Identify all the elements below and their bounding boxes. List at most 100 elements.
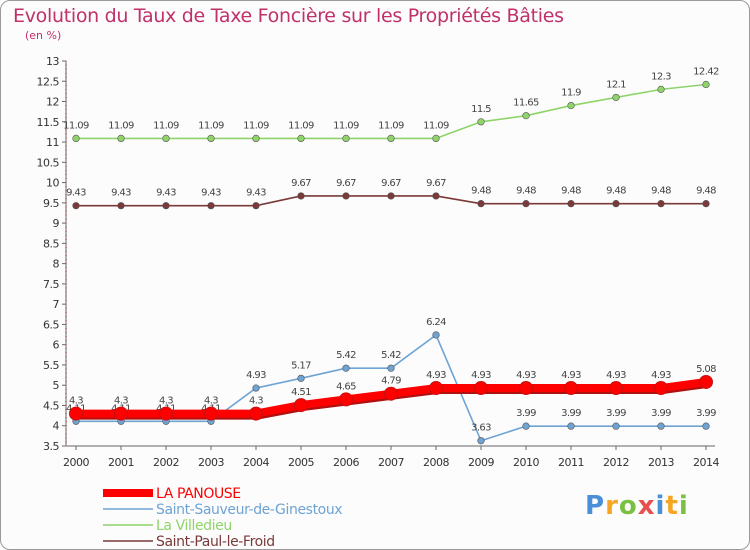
data-label: 11.9 [561, 88, 581, 99]
y-tick-label: 6.5 [43, 318, 59, 331]
data-point [429, 381, 443, 396]
y-tick-label: 9 [53, 217, 60, 230]
data-point [252, 384, 260, 392]
data-label: 12.1 [606, 79, 626, 90]
data-point [207, 202, 215, 210]
data-label: 4.93 [426, 370, 446, 381]
data-label: 11.09 [288, 120, 314, 131]
y-tick-label: 13 [46, 55, 59, 68]
legend-label: Saint-Sauveur-de-Ginestoux [156, 502, 342, 518]
logo-letter: t [665, 491, 679, 521]
x-axis-ticks: 2000 2001 2002 2003 2004 2005 2006 2007 2008 2009… [63, 446, 720, 469]
y-tick-label: 10 [46, 177, 59, 190]
data-point [567, 422, 575, 430]
data-label: 11.09 [333, 120, 359, 131]
data-point [654, 381, 668, 396]
data-point [159, 406, 173, 421]
y-axis-unit: (en %) [25, 29, 62, 42]
y-tick-label: 12 [46, 96, 59, 109]
data-point [117, 134, 125, 143]
series-saint-paul-le-froid: 9.43 9.43 9.43 9.43 9.43 9.67 9.67 9.67 9.67 9.48… [66, 178, 717, 210]
data-label: 4.3 [159, 396, 173, 407]
data-label: 11.65 [513, 98, 539, 109]
data-point [207, 134, 215, 143]
y-tick-label: 4.5 [43, 399, 59, 412]
data-label: 3.99 [516, 408, 536, 419]
data-label: 9.48 [561, 186, 581, 197]
data-point [342, 134, 350, 143]
data-label: 11.09 [243, 120, 269, 131]
data-label: 11.09 [153, 120, 179, 131]
data-point [477, 200, 485, 208]
logo-letter: r [605, 491, 619, 521]
data-label: 9.67 [291, 178, 311, 189]
y-axis-ticks: 3.5 4 4.5 5 5.5 6 6.5 7 7.5 8 8.5 9 9.5 10 10.5 11 11.5 1… [37, 55, 67, 453]
data-point [702, 200, 710, 208]
logo-letter: i [678, 491, 689, 521]
data-label: 9.43 [246, 188, 266, 199]
data-label: 3.63 [471, 423, 491, 434]
y-tick-label: 9.5 [43, 197, 59, 210]
data-label: 12.42 [693, 67, 719, 78]
legend-label: Saint-Paul-le-Froid [156, 534, 275, 549]
series-la-villedieu: 11.09 11.09 11.09 11.09 11.09 11.09 11.09 11.09… [63, 67, 720, 143]
y-tick-label: 12.5 [37, 75, 60, 88]
data-label: 4.79 [381, 376, 401, 387]
data-label: 3.99 [606, 408, 626, 419]
y-tick-label: 5 [53, 379, 60, 392]
data-point [702, 422, 710, 430]
data-point [204, 406, 218, 421]
chart-title: Evolution du Taux de Taxe Foncière sur l… [13, 5, 564, 27]
data-label: 9.48 [696, 186, 716, 197]
data-label: 4.93 [246, 370, 266, 381]
x-tick-label: 2014 [693, 456, 719, 469]
x-tick-label: 2012 [603, 456, 629, 469]
y-tick-label: 10.5 [37, 156, 60, 169]
data-label: 9.67 [336, 178, 356, 189]
data-label: 4.65 [336, 381, 356, 392]
data-point [567, 200, 575, 208]
data-label: 5.17 [291, 360, 311, 371]
data-label: 3.99 [696, 408, 716, 419]
data-point [477, 437, 485, 445]
y-tick-label: 5.5 [43, 359, 59, 372]
x-tick-label: 2013 [648, 456, 674, 469]
data-point [162, 134, 170, 143]
data-point [432, 331, 440, 339]
data-point [252, 202, 260, 210]
y-tick-label: 7 [53, 298, 60, 311]
data-point [297, 134, 305, 143]
data-point [249, 406, 263, 421]
data-point [72, 134, 80, 143]
data-label: 9.48 [471, 186, 491, 197]
data-point [519, 381, 533, 396]
y-tick-label: 11.5 [37, 116, 60, 129]
x-tick-label: 2010 [513, 456, 539, 469]
data-point [387, 192, 395, 200]
y-tick-label: 3.5 [43, 440, 59, 453]
data-point [294, 398, 308, 413]
x-tick-label: 2006 [333, 456, 359, 469]
data-point [252, 134, 260, 143]
data-label: 9.48 [516, 186, 536, 197]
y-tick-label: 7.5 [43, 278, 59, 291]
data-label: 4.3 [204, 396, 218, 407]
data-point [297, 374, 305, 382]
legend-label: LA PANOUSE [156, 486, 241, 502]
data-label: 12.3 [651, 71, 671, 82]
data-label: 9.67 [426, 178, 446, 189]
data-point [342, 192, 350, 200]
data-label: 4.3 [114, 396, 128, 407]
series-layer: 9.43 9.43 9.43 9.43 9.43 9.67 9.67 9.67 9.67 9.48… [63, 67, 720, 445]
data-label: 5.42 [336, 350, 356, 361]
data-point [522, 200, 530, 208]
data-label: 9.43 [66, 188, 86, 199]
data-label: 11.09 [378, 120, 404, 131]
data-label: 5.08 [696, 364, 716, 375]
data-point [612, 422, 620, 430]
data-point [117, 202, 125, 210]
data-point [72, 202, 80, 210]
x-tick-label: 2003 [198, 456, 224, 469]
